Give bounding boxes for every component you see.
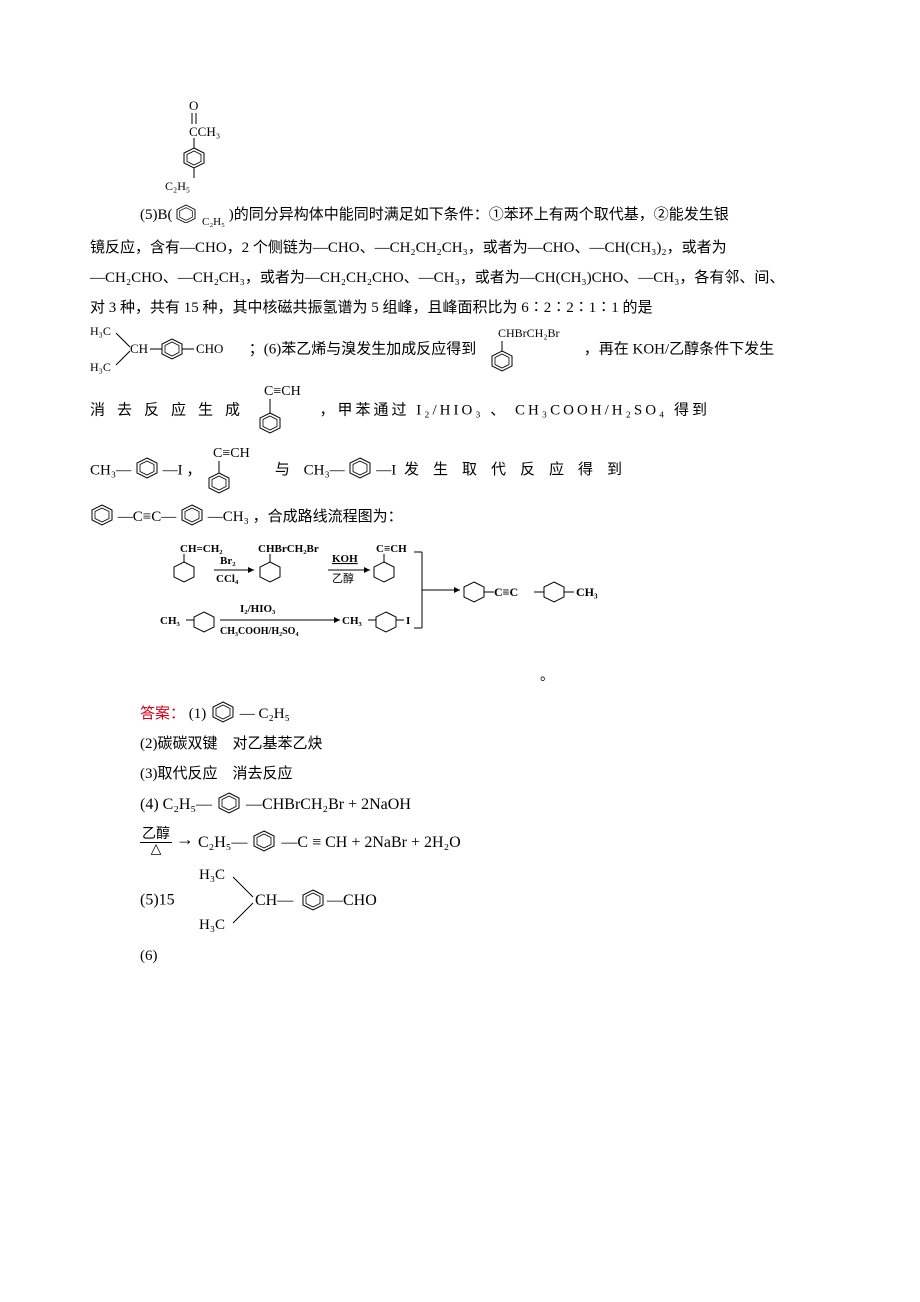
p5-c2h5: C₂H₅ (202, 216, 225, 228)
para5-line1: (5)B( C₂H₅ )的同分异构体中能同时满足如下条件：①苯环上有两个取代基，… (90, 200, 830, 233)
p5-l6-seg2: ，甲苯通过 I₂/HIO₃ 、 CH₃COOH/H₂SO₄ 得到 (320, 402, 711, 418)
p5-l7-seg2: 与 (275, 462, 290, 478)
para5-line6: 消去反应生成 C≡CH ，甲苯通过 I₂/HIO₃ 、 CH₃COOH/H₂SO… (90, 383, 830, 439)
svg-text:CH₃: CH₃ (576, 585, 598, 599)
a4-arrow-bot: △ (140, 843, 172, 857)
svg-text:CH₃: CH₃ (342, 615, 363, 627)
structure-acetyl-ethylbenzene: O CCH₃ C₂H₅ (165, 100, 830, 200)
para5-line8: —C≡C— —CH₃ ，合成路线流程图为： (90, 503, 830, 532)
answer-line1: 答案： (1) — C₂H₅ (90, 699, 830, 729)
svg-text:C≡CH: C≡CH (264, 384, 301, 399)
synthesis-scheme: CH=CH₂ Br₂ CCl₄ CHBrCH₂Br KOH 乙醇 C≡CH (160, 540, 830, 691)
p5-l7-seg1: ， (186, 462, 201, 478)
svg-a1-ring (210, 700, 236, 724)
a4b-post: —C ≡ CH + 2NaBr + 2H₂O (281, 834, 460, 851)
p5-l6-pre: 消去反应生成 (90, 402, 252, 418)
svg-text:C≡CH: C≡CH (213, 446, 250, 461)
document-page: O CCH₃ C₂H₅ (5)B( C₂H₅ )的同分异构体中能同时满足如下条件… (0, 0, 920, 1011)
p5-l5-seg2: ，再在 KOH/乙醇条件下发生 (584, 341, 774, 357)
svg-acetyl-ethylbenzene: O CCH₃ C₂H₅ (165, 100, 225, 200)
answer-label: 答案： (140, 706, 185, 722)
answer-line2: (2)碳碳双键 对乙基苯乙炔 (90, 729, 830, 759)
p5-l7-seg3: 发生取代反应得到 (404, 462, 636, 478)
svg-a4-ring1 (216, 791, 242, 815)
svg-text:C≡CH: C≡CH (376, 543, 407, 555)
svg-text:C₂H₅: C₂H₅ (165, 179, 190, 193)
svg-text:I: I (406, 615, 410, 627)
svg-text:H₃C: H₃C (199, 867, 225, 883)
svg-text:Br₂: Br₂ (220, 555, 236, 567)
svg-text:H₃C: H₃C (199, 917, 225, 933)
a4b-pre: C₂H₅— (198, 834, 247, 851)
answer-line3: (3)取代反应 消去反应 (90, 759, 830, 789)
svg-text:CH=CH₂: CH=CH₂ (180, 543, 223, 555)
svg-text:O: O (189, 100, 198, 113)
para5-line2: 镜反应，含有—CHO，2 个侧链为—CHO、—CH₂CH₂CH₃，或者为—CHO… (90, 233, 830, 263)
svg-text:CHBrCH₂Br: CHBrCH₂Br (258, 543, 319, 555)
svg-text:CHO: CHO (196, 341, 223, 356)
answer-line5: (5)15 H₃C H₃C CH— —CHO (90, 865, 830, 935)
svg-text:CH—: CH— (255, 892, 294, 909)
a4-post: —CHBrCH₂Br + 2NaOH (246, 796, 411, 813)
svg-text:CH₃: CH₃ (160, 615, 181, 627)
p5-l8-seg1: ，合成路线流程图为： (253, 509, 403, 525)
p5-prefix: (5)B( (140, 207, 176, 223)
svg-small-ring-c2h5 (176, 203, 198, 223)
a4-pre: (4) C₂H₅— (140, 796, 212, 813)
answer-line4b: 乙醇 △ → C₂H₅— —C ≡ CH + 2NaBr + 2H₂O (90, 821, 830, 859)
a5-prefix: (5)15 (140, 891, 175, 908)
svg-text:H₃C: H₃C (90, 360, 111, 374)
svg-chbrch2br: CHBrCH₂Br (480, 327, 580, 373)
svg-text:CCl₄: CCl₄ (216, 573, 239, 585)
p5-suf1: )的同分异构体中能同时满足如下条件：①苯环上有两个取代基，②能发生银 (229, 207, 729, 223)
p5-l5-seg1: ；(6)苯乙烯与溴发生加成反应得到 (249, 341, 477, 357)
svg-text:CHBrCH₂Br: CHBrCH₂Br (498, 327, 560, 340)
svg-text:KOH: KOH (332, 553, 358, 565)
svg-a5-struct: H₃C H₃C CH— —CHO (199, 865, 429, 935)
svg-text:CCH₃: CCH₃ (189, 124, 220, 139)
a4-arrow-top: 乙醇 (140, 828, 172, 843)
scheme-period: 。 (540, 663, 554, 691)
svg-text:—CHO: —CHO (326, 892, 377, 909)
a1-c2h5: C₂H₅ (259, 706, 290, 722)
svg-text:乙醇: 乙醇 (332, 571, 354, 585)
svg-text:H₃C: H₃C (90, 324, 111, 338)
para5-line4: 对 3 种，共有 15 种，其中核磁共振氢谱为 5 组峰，且峰面积比为 6∶2∶… (90, 293, 830, 323)
para5-line5: H₃C H₃C CH CHO ；(6)苯乙烯与溴发生加成反应得到 CHBrCH₂… (90, 323, 830, 377)
answer-line4a: (4) C₂H₅— —CHBrCH₂Br + 2NaOH (90, 789, 830, 821)
a1-prefix: (1) (189, 706, 210, 722)
svg-scheme: CH=CH₂ Br₂ CCl₄ CHBrCH₂Br KOH 乙醇 C≡CH (160, 540, 720, 650)
svg-text:C≡C: C≡C (494, 585, 518, 599)
svg-a4-ring2 (251, 829, 277, 853)
svg-text:CH₃COOH/H₂SO₄: CH₃COOH/H₂SO₄ (220, 626, 298, 637)
svg-text:CH: CH (130, 341, 148, 356)
svg-ipr-cho: H₃C H₃C CH CHO (90, 323, 245, 377)
para5-line7: CH₃— —I ， C≡CH 与 CH₃— —I 发生取代反应得到 (90, 445, 830, 497)
svg-text:I₂/HIO₃: I₂/HIO₃ (240, 603, 276, 615)
para5-line3: —CH₂CHO、—CH₂CH₃，或者为—CH₂CH₂CHO、—CH₃，或者为—C… (90, 263, 830, 293)
answer-line6: (6) (90, 941, 830, 971)
